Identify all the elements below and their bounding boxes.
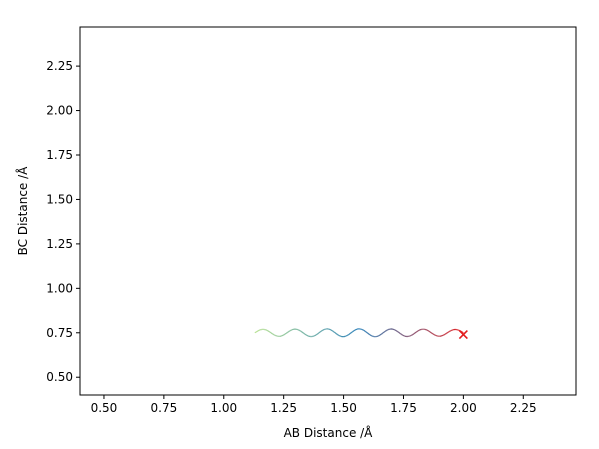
start-marker (458, 329, 468, 340)
x-tick-label-2: 1.00 (210, 401, 237, 415)
y-tick-label-1: 0.75 (46, 326, 73, 340)
x-tick-label-7: 2.25 (510, 401, 537, 415)
y-tick-label-4: 1.50 (46, 192, 73, 206)
y-axis-title: BC Distance /Å (15, 166, 30, 256)
y-tick-label-7: 2.25 (46, 59, 73, 73)
x-tick-label-3: 1.25 (270, 401, 297, 415)
x-tick-label-1: 0.75 (151, 401, 178, 415)
plot-frame (79, 26, 577, 396)
x-tick-label-5: 1.75 (390, 401, 417, 415)
plot-area-background (80, 27, 576, 395)
x-tick-label-4: 1.50 (330, 401, 357, 415)
y-tick-label-2: 1.00 (46, 281, 73, 295)
y-axis-ticks: 0.50 0.75 1.00 1.25 1.50 1.75 2.00 2.25 (46, 59, 80, 384)
y-tick-label-5: 1.75 (46, 148, 73, 162)
trajectory (254, 328, 464, 338)
x-tick-label-0: 0.50 (91, 401, 118, 415)
y-tick-label-6: 2.00 (46, 104, 73, 118)
start-marker-stroke-2 (458, 329, 468, 340)
x-axis-title: AB Distance /Å (284, 425, 374, 440)
x-tick-label-6: 2.00 (450, 401, 477, 415)
x-axis-ticks: 0.50 0.75 1.00 1.25 1.50 1.75 2.00 2.25 (91, 395, 537, 415)
y-tick-label-3: 1.25 (46, 237, 73, 251)
y-tick-label-0: 0.50 (46, 370, 73, 384)
